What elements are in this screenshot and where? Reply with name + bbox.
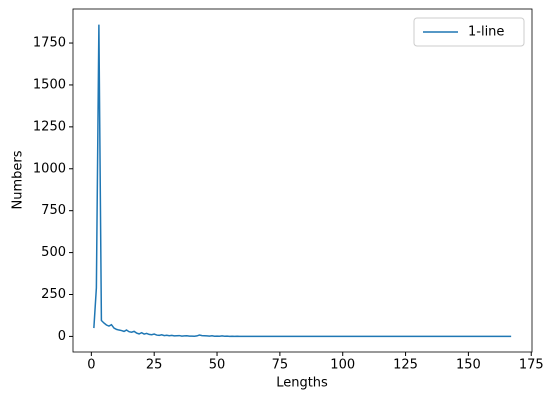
- legend-box: [413, 17, 525, 47]
- x-tick-label: 75: [272, 358, 289, 373]
- x-axis-label: Lengths: [276, 376, 328, 391]
- x-tick-label: 50: [209, 358, 226, 373]
- x-tick-label: 25: [146, 358, 163, 373]
- plot-frame: [72, 8, 533, 353]
- y-tick-label: 0: [58, 329, 66, 344]
- y-tick-label: 250: [41, 287, 66, 302]
- x-tick-label: 125: [393, 358, 418, 373]
- x-tick-label: 150: [456, 358, 481, 373]
- y-tick-label: 500: [41, 245, 66, 260]
- legend-label: 1-line: [468, 25, 504, 40]
- data-line: [93, 24, 512, 338]
- y-axis-label: Numbers: [11, 150, 26, 209]
- y-tick-label: 1750: [33, 36, 66, 51]
- y-tick-label: 750: [41, 203, 66, 218]
- y-tick-label: 1500: [33, 77, 66, 92]
- x-tick-label: 100: [330, 358, 355, 373]
- y-tick-label: 1000: [33, 161, 66, 176]
- x-tick-label: 0: [87, 358, 95, 373]
- y-tick-label: 1250: [33, 119, 66, 134]
- x-tick-label: 175: [519, 358, 544, 373]
